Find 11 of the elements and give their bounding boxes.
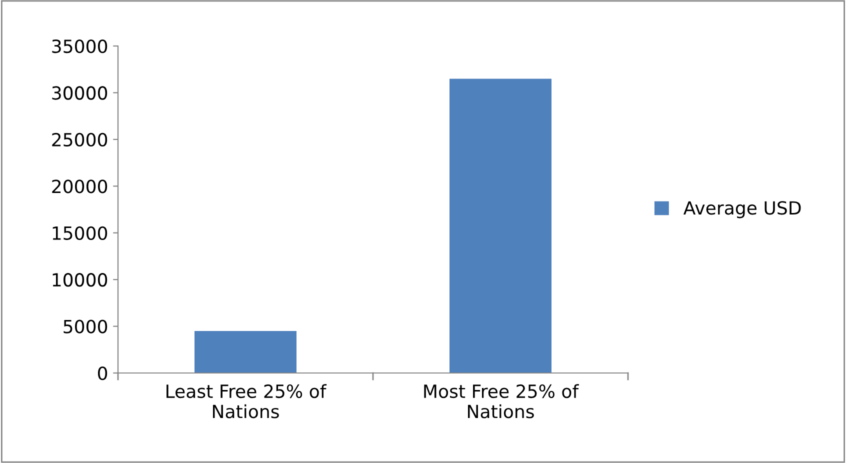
y-tick-label: 20000 [52, 180, 108, 194]
legend-label: Average USD [683, 201, 801, 218]
y-tick-label: 10000 [52, 273, 108, 287]
y-tick-label: 30000 [52, 86, 108, 100]
y-tick-label: 5000 [64, 320, 108, 334]
y-tick-label: 35000 [52, 39, 108, 54]
y-tick-label: 15000 [52, 226, 108, 240]
y-tick-label: 25000 [52, 132, 108, 147]
x-tick-label: Most Free 25% of Nations [424, 384, 579, 418]
y-tick-label: 0 [98, 366, 108, 380]
x-tick-label: Least Free 25% of Nations [166, 384, 327, 418]
